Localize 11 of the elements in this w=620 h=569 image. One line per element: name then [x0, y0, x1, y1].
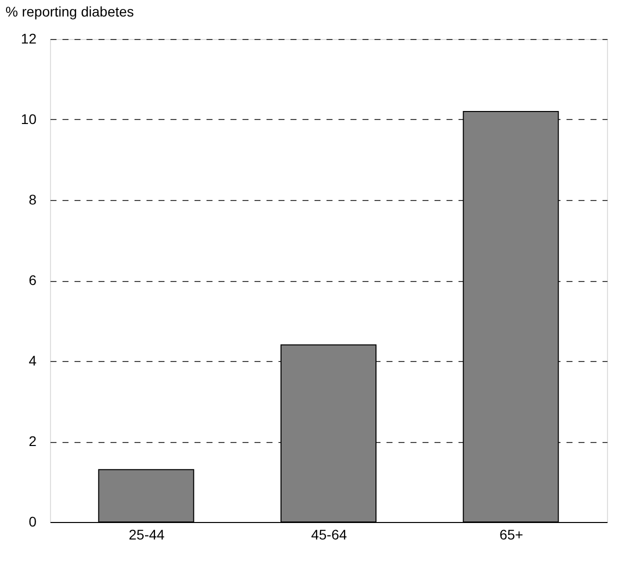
y-tick-label: 6 — [28, 272, 37, 288]
x-tick-label: 65+ — [499, 526, 524, 542]
y-tick-label: 10 — [20, 111, 37, 127]
y-tick-label: 0 — [28, 514, 37, 530]
y-tick-label: 8 — [28, 192, 37, 208]
y-tick-label: 2 — [28, 433, 37, 449]
y-tick-label: 12 — [20, 30, 37, 46]
x-tick-label: 45-64 — [311, 526, 348, 542]
x-tick-label: 25-44 — [128, 526, 165, 542]
y-axis-title: % reporting diabetes — [6, 4, 134, 20]
y-tick-label: 4 — [28, 352, 37, 368]
